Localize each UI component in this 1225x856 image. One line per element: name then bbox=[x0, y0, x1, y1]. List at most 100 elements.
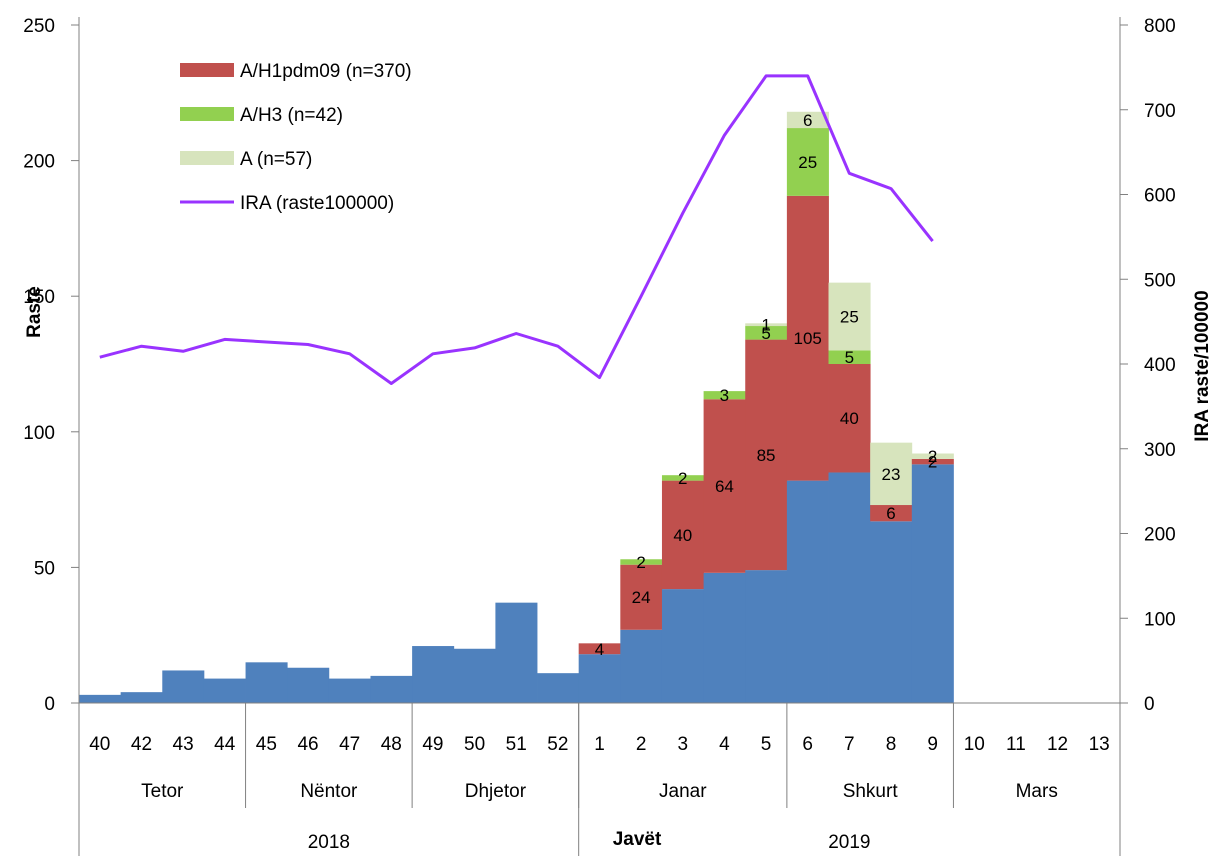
legend: A/H1pdm09 (n=370) A/H3 (n=42) A (n=57) IRA … bbox=[180, 61, 412, 214]
y2-tick-label: 0 bbox=[1144, 694, 1155, 715]
bar-base-13 bbox=[620, 630, 662, 703]
data-label: 6 bbox=[886, 504, 895, 523]
legend-label: IRA (raste100000) bbox=[240, 193, 394, 214]
bar-base-7 bbox=[370, 676, 412, 703]
y2-tick-label: 100 bbox=[1144, 609, 1176, 630]
y-axis-title: Raste bbox=[24, 286, 45, 338]
month-label: Tetor bbox=[141, 781, 184, 802]
data-label: 40 bbox=[673, 526, 692, 545]
x-tick-label: 42 bbox=[131, 734, 152, 755]
data-label: 2 bbox=[678, 469, 687, 488]
legend-swatch-h1 bbox=[180, 63, 234, 77]
x-tick-label: 49 bbox=[422, 734, 443, 755]
bar-base-0 bbox=[79, 695, 121, 703]
data-label: 4 bbox=[595, 640, 604, 659]
y-tick-label: 50 bbox=[34, 558, 55, 579]
month-label: Mars bbox=[1016, 781, 1058, 802]
bar-base-6 bbox=[329, 679, 371, 703]
x-tick-label: 45 bbox=[256, 734, 277, 755]
y-tick-label: 250 bbox=[23, 16, 55, 37]
year-label: 2019 bbox=[828, 832, 870, 853]
bar-base-2 bbox=[162, 670, 204, 703]
x-tick-label: 47 bbox=[339, 734, 360, 755]
y2-tick-label: 700 bbox=[1144, 101, 1176, 122]
x-tick-label: 13 bbox=[1089, 734, 1110, 755]
x-tick-label: 7 bbox=[844, 734, 855, 755]
data-label: 6 bbox=[803, 111, 812, 130]
x-tick-label: 11 bbox=[1006, 734, 1026, 755]
bar-base-19 bbox=[870, 521, 912, 703]
data-label: 2 bbox=[928, 447, 937, 466]
month-label: Dhjetor bbox=[465, 781, 527, 802]
x-tick-label: 40 bbox=[89, 734, 110, 755]
x-tick-label: 12 bbox=[1047, 734, 1068, 755]
data-label: 25 bbox=[798, 153, 817, 172]
bar-base-10 bbox=[495, 603, 537, 703]
legend-swatch-a bbox=[180, 151, 234, 165]
bar-base-17 bbox=[787, 481, 829, 703]
y2-tick-label: 500 bbox=[1144, 270, 1176, 291]
data-label: 3 bbox=[720, 386, 729, 405]
x-tick-label: 50 bbox=[464, 734, 485, 755]
axes-layer: 0501001502002500100200300400500600700800… bbox=[23, 16, 1175, 856]
legend-swatch-h3 bbox=[180, 107, 234, 121]
bar-base-14 bbox=[662, 589, 704, 703]
bar-base-9 bbox=[454, 649, 496, 703]
month-label: Nëntor bbox=[300, 781, 358, 802]
y2-tick-label: 400 bbox=[1144, 355, 1176, 376]
bar-base-12 bbox=[579, 654, 621, 703]
y2-axis-title: IRA raste/100000 bbox=[1192, 290, 1213, 441]
y-tick-label: 0 bbox=[44, 694, 55, 715]
data-label: 105 bbox=[794, 329, 822, 348]
x-tick-label: 48 bbox=[381, 734, 402, 755]
bar-base-18 bbox=[829, 472, 871, 703]
data-label: 24 bbox=[632, 588, 651, 607]
bars-layer bbox=[79, 112, 954, 703]
bar-base-11 bbox=[537, 673, 579, 703]
x-tick-label: 1 bbox=[594, 734, 605, 755]
bar-base-1 bbox=[121, 692, 163, 703]
x-tick-label: 44 bbox=[214, 734, 236, 755]
x-tick-label: 43 bbox=[173, 734, 194, 755]
x-tick-label: 3 bbox=[677, 734, 688, 755]
data-label: 23 bbox=[882, 465, 901, 484]
bar-base-16 bbox=[745, 570, 787, 703]
x-tick-label: 8 bbox=[886, 734, 897, 755]
legend-label: A (n=57) bbox=[240, 149, 312, 170]
bar-base-15 bbox=[704, 573, 746, 703]
month-label: Janar bbox=[659, 781, 707, 802]
year-label: 2018 bbox=[308, 832, 350, 853]
x-tick-label: 5 bbox=[761, 734, 772, 755]
x-tick-label: 9 bbox=[927, 734, 938, 755]
data-label: 85 bbox=[757, 446, 776, 465]
y-tick-label: 100 bbox=[23, 423, 55, 444]
data-label: 25 bbox=[840, 308, 859, 327]
y-tick-label: 200 bbox=[23, 152, 55, 173]
bar-base-3 bbox=[204, 679, 246, 703]
x-tick-label: 51 bbox=[506, 734, 527, 755]
x-tick-label: 46 bbox=[297, 734, 318, 755]
data-label: 40 bbox=[840, 409, 859, 428]
x-tick-label: 2 bbox=[636, 734, 647, 755]
month-label: Shkurt bbox=[843, 781, 899, 802]
data-label: 2 bbox=[636, 553, 645, 572]
y2-tick-label: 600 bbox=[1144, 186, 1176, 207]
y2-tick-label: 300 bbox=[1144, 440, 1176, 461]
x-tick-label: 4 bbox=[719, 734, 730, 755]
bar-base-4 bbox=[246, 662, 288, 703]
legend-label: A/H1pdm09 (n=370) bbox=[240, 61, 412, 82]
data-label: 1 bbox=[761, 316, 770, 335]
bar-base-8 bbox=[412, 646, 454, 703]
x-tick-label: 52 bbox=[547, 734, 568, 755]
x-axis-title: Javët bbox=[613, 829, 662, 850]
y2-tick-label: 200 bbox=[1144, 525, 1176, 546]
bar-base-5 bbox=[287, 668, 329, 703]
legend-label: A/H3 (n=42) bbox=[240, 105, 343, 126]
y2-tick-label: 800 bbox=[1144, 16, 1176, 37]
data-label: 5 bbox=[845, 348, 854, 367]
x-tick-label: 10 bbox=[964, 734, 985, 755]
bar-base-20 bbox=[912, 464, 954, 703]
x-tick-label: 6 bbox=[802, 734, 813, 755]
data-label: 64 bbox=[715, 477, 734, 496]
